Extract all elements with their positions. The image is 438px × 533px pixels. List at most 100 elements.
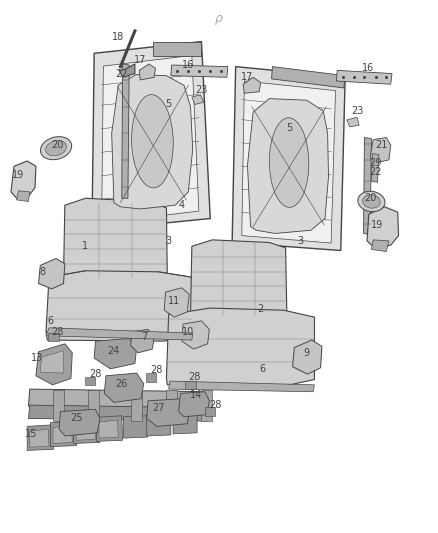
Polygon shape <box>92 42 210 230</box>
Polygon shape <box>171 65 228 77</box>
Polygon shape <box>173 411 197 434</box>
Text: 14: 14 <box>190 391 202 400</box>
Polygon shape <box>53 390 64 421</box>
Polygon shape <box>242 81 336 243</box>
Polygon shape <box>50 421 77 447</box>
Polygon shape <box>232 67 345 251</box>
Text: 28: 28 <box>189 373 201 382</box>
Text: 4: 4 <box>179 200 185 210</box>
Polygon shape <box>192 95 204 104</box>
Ellipse shape <box>269 118 309 207</box>
Polygon shape <box>28 389 209 409</box>
Text: 27: 27 <box>152 403 165 413</box>
Text: 24: 24 <box>107 346 119 356</box>
Polygon shape <box>185 381 196 389</box>
Text: ρ: ρ <box>215 12 223 25</box>
Text: 5: 5 <box>166 99 172 109</box>
Text: 6: 6 <box>260 364 266 374</box>
Text: 21: 21 <box>375 140 387 150</box>
Polygon shape <box>371 154 379 182</box>
Polygon shape <box>131 329 154 353</box>
Text: 28: 28 <box>51 327 63 336</box>
Polygon shape <box>28 405 209 421</box>
Polygon shape <box>76 422 95 440</box>
Polygon shape <box>243 77 261 93</box>
Polygon shape <box>40 351 64 373</box>
Polygon shape <box>131 390 142 421</box>
Text: 8: 8 <box>39 267 46 277</box>
Text: 20: 20 <box>364 193 376 203</box>
Text: 17: 17 <box>134 55 146 64</box>
Polygon shape <box>99 420 118 438</box>
Polygon shape <box>39 259 65 289</box>
Polygon shape <box>179 392 209 417</box>
Text: 17: 17 <box>241 72 254 82</box>
Polygon shape <box>364 138 371 235</box>
Polygon shape <box>147 399 189 426</box>
Polygon shape <box>119 64 135 77</box>
Polygon shape <box>46 328 193 340</box>
Polygon shape <box>139 64 155 80</box>
Text: 9: 9 <box>304 348 310 358</box>
Text: 11: 11 <box>168 296 180 306</box>
Ellipse shape <box>358 191 385 212</box>
Polygon shape <box>96 416 123 441</box>
Text: 2: 2 <box>258 304 264 314</box>
Polygon shape <box>94 338 137 369</box>
Polygon shape <box>102 55 199 223</box>
Polygon shape <box>36 344 72 385</box>
Polygon shape <box>293 340 322 374</box>
Text: 18: 18 <box>112 33 124 42</box>
Polygon shape <box>85 377 95 385</box>
Ellipse shape <box>46 141 67 156</box>
Polygon shape <box>247 99 328 233</box>
Polygon shape <box>166 390 177 421</box>
Polygon shape <box>205 407 215 416</box>
Polygon shape <box>104 373 144 402</box>
Text: 5: 5 <box>286 123 292 133</box>
Text: 3: 3 <box>166 236 172 246</box>
Polygon shape <box>46 271 193 341</box>
Text: 16: 16 <box>182 60 194 70</box>
Text: 10: 10 <box>182 327 194 336</box>
Text: 20: 20 <box>51 140 63 150</box>
Polygon shape <box>64 198 167 284</box>
Polygon shape <box>11 161 36 198</box>
Polygon shape <box>17 191 30 201</box>
Text: 19: 19 <box>12 170 25 180</box>
Polygon shape <box>53 425 72 443</box>
Polygon shape <box>153 42 201 56</box>
Text: 23: 23 <box>195 85 208 94</box>
Polygon shape <box>166 308 314 386</box>
Text: 28: 28 <box>89 369 102 379</box>
Polygon shape <box>370 138 391 163</box>
Text: 26: 26 <box>116 379 128 389</box>
Text: 25: 25 <box>71 414 83 423</box>
Ellipse shape <box>131 95 173 188</box>
Polygon shape <box>48 333 59 341</box>
Polygon shape <box>74 418 100 443</box>
Polygon shape <box>272 67 345 88</box>
Polygon shape <box>347 117 359 127</box>
Text: 19: 19 <box>371 220 383 230</box>
Text: 13: 13 <box>31 353 43 363</box>
Polygon shape <box>146 373 156 382</box>
Polygon shape <box>201 390 212 421</box>
Text: 6: 6 <box>47 316 53 326</box>
Polygon shape <box>169 381 314 392</box>
Text: 22: 22 <box>370 167 382 176</box>
Polygon shape <box>182 321 209 349</box>
Polygon shape <box>112 75 193 209</box>
Text: 28: 28 <box>151 366 163 375</box>
Text: 22: 22 <box>116 69 128 78</box>
Ellipse shape <box>40 136 72 160</box>
Polygon shape <box>371 240 389 252</box>
Text: 15: 15 <box>25 430 38 439</box>
Polygon shape <box>336 70 392 84</box>
Polygon shape <box>147 414 171 436</box>
Text: 23: 23 <box>351 106 363 116</box>
Text: 29: 29 <box>370 158 382 167</box>
Polygon shape <box>27 425 53 450</box>
Text: 1: 1 <box>82 241 88 251</box>
Polygon shape <box>124 416 148 438</box>
